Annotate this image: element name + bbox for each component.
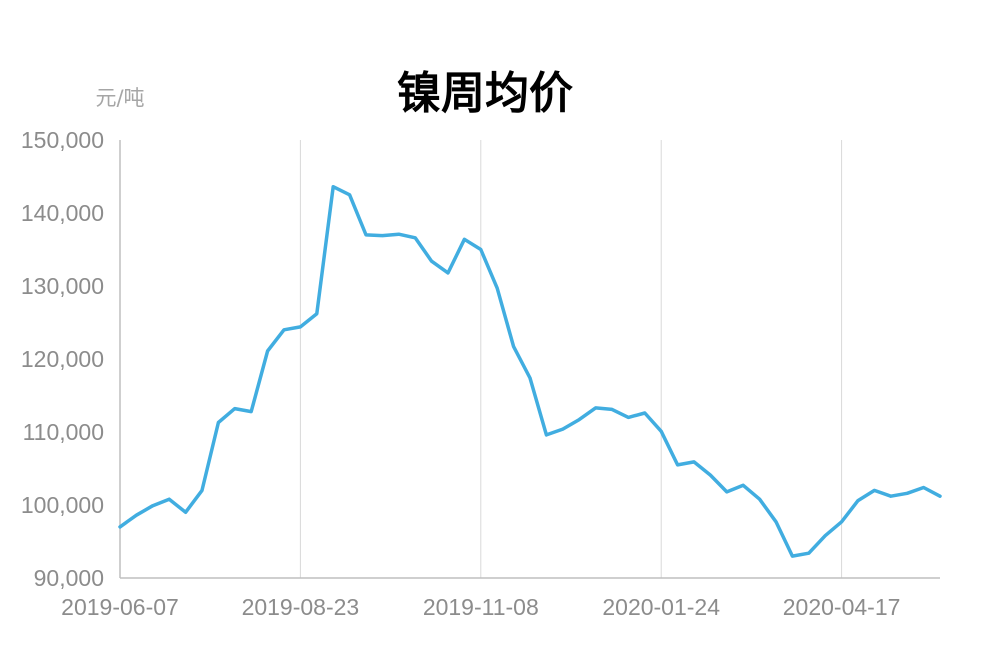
data-point [939, 495, 942, 498]
data-point [381, 234, 384, 237]
data-point [365, 233, 368, 236]
y-tick-label: 100,000 [21, 492, 104, 518]
data-point [807, 552, 810, 555]
data-point [151, 504, 154, 507]
data-point [857, 499, 860, 502]
x-tick-label: 2020-04-17 [783, 594, 901, 620]
data-point [840, 520, 843, 523]
data-point [676, 463, 679, 466]
x-tick-label: 2019-06-07 [61, 594, 179, 620]
data-point [709, 474, 712, 477]
data-point [922, 486, 925, 489]
data-point [824, 534, 827, 537]
data-point [463, 238, 466, 241]
x-tick-label: 2019-08-23 [242, 594, 360, 620]
data-point [725, 490, 728, 493]
data-point [135, 514, 138, 517]
data-point [742, 484, 745, 487]
y-tick-label: 90,000 [34, 565, 104, 591]
data-point [889, 495, 892, 498]
series-line [118, 184, 942, 558]
chart-title: 镍周均价 [397, 68, 573, 119]
data-point [348, 193, 351, 196]
data-point [693, 460, 696, 463]
data-point [758, 498, 761, 501]
data-point [315, 312, 318, 315]
data-point [430, 260, 433, 263]
series-layer [118, 184, 942, 558]
y-tick-label: 130,000 [21, 273, 104, 299]
data-point [512, 345, 515, 348]
axes [119, 140, 940, 579]
data-point [529, 376, 532, 379]
x-axis-tick-labels: 2019-06-07 2019-08-23 2019-11-08 2020-01-24… [61, 594, 900, 620]
data-point [578, 418, 581, 421]
data-point [184, 511, 187, 514]
data-point [775, 520, 778, 523]
data-point [168, 498, 171, 501]
y-tick-label: 120,000 [21, 346, 104, 372]
y-tick-label: 110,000 [23, 419, 104, 445]
data-point [414, 236, 417, 239]
y-tick-label: 150,000 [21, 127, 104, 153]
data-point [643, 412, 646, 415]
y-tick-label: 140,000 [21, 200, 104, 226]
data-point [447, 271, 450, 274]
data-point [217, 421, 220, 424]
data-point [627, 416, 630, 419]
data-point [201, 489, 204, 492]
x-tick-label: 2020-01-24 [602, 594, 720, 620]
y-axis-unit-label: 元/吨 [95, 86, 144, 110]
data-point [660, 430, 663, 433]
data-point [479, 248, 482, 251]
gridlines [299, 140, 843, 578]
data-point [250, 410, 253, 413]
data-point [791, 555, 794, 558]
data-point [545, 433, 548, 436]
data-point [283, 328, 286, 331]
y-axis-tick-labels: 150,000 140,000 130,000 120,000 110,000 100,0… [21, 127, 104, 591]
data-point [233, 407, 236, 410]
data-point [561, 428, 564, 431]
data-point [594, 406, 597, 409]
x-tick-label: 2019-11-08 [423, 594, 539, 620]
data-point [397, 233, 400, 236]
data-point [332, 185, 335, 188]
data-point [299, 325, 302, 328]
data-point [873, 489, 876, 492]
data-point [496, 287, 499, 290]
data-point [266, 349, 269, 352]
data-point [906, 492, 909, 495]
data-point [611, 408, 614, 411]
data-point [119, 525, 122, 528]
